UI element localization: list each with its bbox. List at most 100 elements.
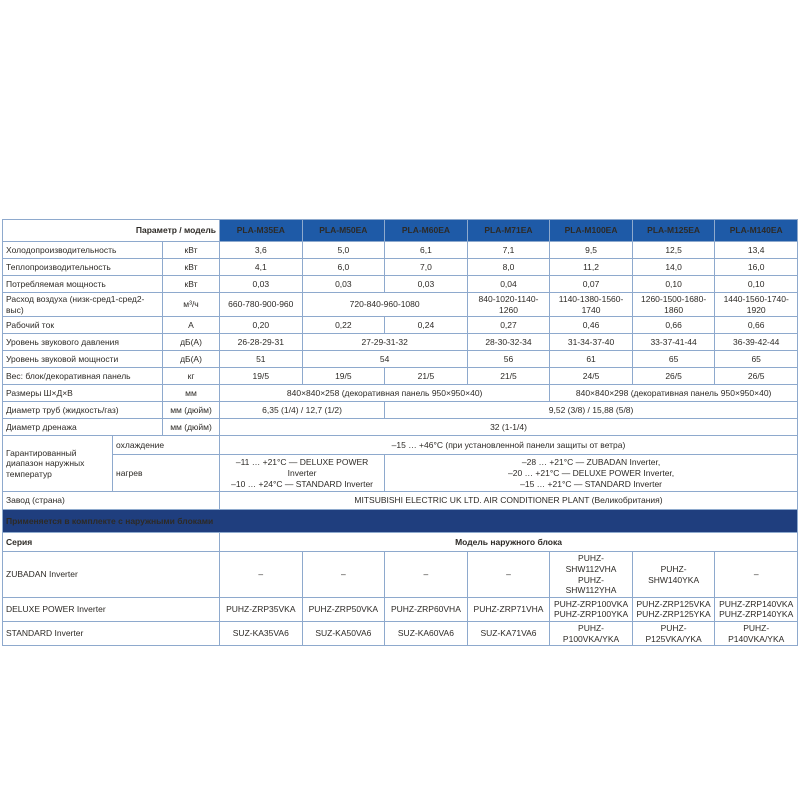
value-cell: 11,2	[549, 258, 633, 276]
value-cell: 16,0	[714, 258, 798, 276]
value-cell: 19/5	[219, 367, 303, 386]
value-cell: 720-840-960-1080	[301, 291, 468, 318]
unit-cell: кг	[161, 367, 221, 386]
value-cell: 9,5	[549, 241, 633, 259]
param-label: Потребляемая мощность	[2, 275, 163, 293]
value-cell: 12,5	[631, 241, 716, 259]
unit-cell: кВт	[161, 275, 221, 293]
unit-cell: кВт	[161, 258, 221, 276]
outdoor-model-cell: PUHZ-ZRP50VKA	[301, 596, 386, 623]
series-name: STANDARD Inverter	[1, 620, 221, 647]
spec-row: Потребляемая мощность кВт 0,03 0,03 0,03 0,04…	[2, 275, 798, 293]
value-cell: 4,1	[219, 258, 303, 276]
model-header: PLA-M60EA	[384, 219, 468, 242]
value-cell: 51	[219, 350, 303, 369]
value-cell: 61	[549, 350, 633, 369]
value-cell: 26/5	[714, 367, 798, 386]
model-header: PLA-M140EA	[714, 219, 798, 242]
outdoor-model-cell: PUHZ-ZRP140VKA PUHZ-ZRP140YKA	[714, 596, 798, 623]
unit-cell: кВт	[161, 241, 221, 259]
value-cell: 33-37-41-44	[631, 333, 716, 352]
corner-label: Параметр / модель	[1, 219, 221, 242]
outdoor-model-cell: PUHZ-P125VKA/YKA	[631, 620, 716, 647]
outdoor-unit-row: ZUBADAN Inverter – – – – PUHZ-SHW112VHA PUHZ-…	[1, 551, 798, 598]
series-label: Серия	[1, 532, 221, 553]
unit-cell: мм	[161, 384, 221, 403]
value-cell: 0,27	[466, 316, 551, 335]
outdoor-model-cell: SUZ-KA35VA6	[219, 620, 303, 647]
value-cell: 0,10	[714, 275, 798, 293]
temp-mode-label: охлаждение	[111, 435, 221, 456]
value-cell: 0,24	[384, 316, 468, 335]
section-banner: Применяется в комплекте с наружными блок…	[2, 509, 798, 534]
factory-label: Завод (страна)	[1, 491, 221, 511]
value-cell: 0,22	[301, 316, 386, 335]
value-cell: 1440-1560-1740-1920	[714, 291, 798, 318]
unit-cell: мм (дюйм)	[161, 401, 221, 420]
model-header: PLA-M71EA	[466, 219, 551, 242]
value-cell: 840×840×258 (декоративная панель 950×950…	[219, 384, 551, 403]
unit-cell: А	[161, 316, 221, 335]
outdoor-model-cell: PUHZ-ZRP60VHA	[384, 596, 468, 623]
value-cell: 0,03	[219, 275, 303, 293]
outdoor-model-cell: –	[301, 551, 386, 598]
value-cell: 9,52 (3/8) / 15,88 (5/8)	[384, 401, 798, 420]
value-cell: 6,35 (1/4) / 12,7 (1/2)	[219, 401, 386, 420]
value-cell: –28 … +21°C — ZUBADAN Inverter, –20 … +2…	[384, 454, 798, 493]
unit-cell: дБ(А)	[161, 350, 221, 369]
value-cell: 0,03	[301, 275, 386, 293]
value-cell: 6,0	[301, 258, 386, 276]
series-header-row: Серия Модель наружного блока	[1, 532, 798, 553]
value-cell: 840-1020-1140-1260	[466, 291, 551, 318]
value-cell: 32 (1-1/4)	[219, 418, 798, 437]
spec-row: Диаметр труб (жидкость/газ) мм (дюйм) 6,35…	[2, 401, 798, 420]
spec-row: Размеры Ш×Д×В мм 840×840×258 (декоративная…	[2, 384, 798, 403]
value-cell: 0,03	[384, 275, 468, 293]
param-label: Диаметр дренажа	[2, 418, 163, 437]
outdoor-model-cell: PUHZ-SHW140YKA	[631, 551, 716, 598]
value-cell: 31-34-37-40	[549, 333, 633, 352]
model-header: PLA-M50EA	[301, 219, 386, 242]
spec-row: Вес: блок/декоративная панель кг 19/5 19/5 2…	[2, 367, 798, 386]
outdoor-model-cell: SUZ-KA71VA6	[466, 620, 551, 647]
value-cell: 7,0	[384, 258, 468, 276]
value-cell: 7,1	[466, 241, 551, 259]
param-label: Уровень звуковой мощности	[2, 350, 163, 369]
value-cell: 6,1	[384, 241, 468, 259]
outdoor-model-cell: PUHZ-ZRP125VKA PUHZ-ZRP125YKA	[631, 596, 716, 623]
param-label: Расход воздуха (низк-сред1-сред2-выс)	[2, 291, 163, 318]
temp-mode-label: нагрев	[111, 454, 221, 493]
param-label: Уровень звукового давления	[2, 333, 163, 352]
value-cell: 5,0	[301, 241, 386, 259]
value-cell: 21/5	[466, 367, 551, 386]
outdoor-model-cell: PUHZ-ZRP35VKA	[219, 596, 303, 623]
factory-row: Завод (страна) MITSUBISHI ELECTRIC UK LTD…	[1, 491, 798, 511]
param-label: Рабочий ток	[2, 316, 163, 335]
outdoor-model-cell: PUHZ-SHW112VHA PUHZ-SHW112YHA	[549, 551, 633, 598]
value-cell: 3,6	[219, 241, 303, 259]
unit-cell: дБ(А)	[161, 333, 221, 352]
value-cell: 54	[301, 350, 468, 369]
value-cell: 1260-1500-1680-1860	[631, 291, 716, 318]
temp-range-label: Гарантированный диапазон наружных темпер…	[2, 435, 113, 493]
value-cell: –15 … +46°C (при установленной панели за…	[219, 435, 798, 456]
spec-row: Уровень звуковой мощности дБ(А) 51 54 56 61 65…	[2, 350, 798, 369]
spec-row: Диаметр дренажа мм (дюйм) 32 (1-1/4)	[2, 418, 798, 437]
value-cell: 27-29-31-32	[301, 333, 468, 352]
outdoor-model-cell: PUHZ-P100VKA/YKA	[549, 620, 633, 647]
value-cell: 26-28-29-31	[219, 333, 303, 352]
table-header-row: Параметр / модель PLA-M35EA PLA-M50EA PLA-…	[1, 219, 798, 242]
value-cell: 65	[714, 350, 798, 369]
model-header: PLA-M35EA	[219, 219, 303, 242]
value-cell: 840×840×298 (декоративная панель 950×950…	[549, 384, 798, 403]
outdoor-model-cell: PUHZ-ZRP71VHA	[466, 596, 551, 623]
value-cell: 21/5	[384, 367, 468, 386]
value-cell: –11 … +21°C — DELUXE POWER Inverter –10 …	[219, 454, 386, 493]
value-cell: 0,07	[549, 275, 633, 293]
outdoor-model-cell: PUHZ-ZRP100VKA PUHZ-ZRP100YKA	[549, 596, 633, 623]
value-cell: 28-30-32-34	[466, 333, 551, 352]
outdoor-model-cell: PUHZ-P140VKA/YKA	[714, 620, 798, 647]
value-cell: 1140-1380-1560-1740	[549, 291, 633, 318]
value-cell: 24/5	[549, 367, 633, 386]
